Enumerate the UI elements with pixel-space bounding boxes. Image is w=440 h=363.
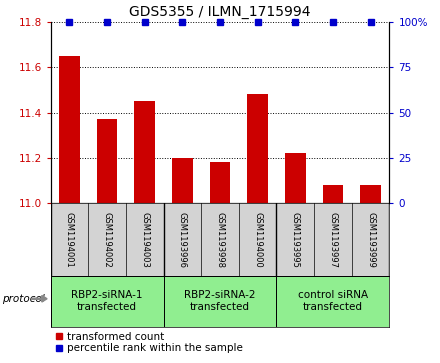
Text: RBP2-siRNA-2
transfected: RBP2-siRNA-2 transfected bbox=[184, 290, 256, 312]
Bar bbox=[360, 185, 381, 363]
Legend: transformed count, percentile rank within the sample: transformed count, percentile rank withi… bbox=[56, 332, 243, 354]
Bar bbox=[172, 158, 193, 363]
Bar bbox=[51, 276, 164, 327]
Bar bbox=[134, 101, 155, 363]
Text: GSM1193995: GSM1193995 bbox=[291, 212, 300, 268]
Text: GSM1193996: GSM1193996 bbox=[178, 212, 187, 268]
Bar bbox=[59, 56, 80, 363]
Text: GSM1194000: GSM1194000 bbox=[253, 212, 262, 268]
Text: GSM1193997: GSM1193997 bbox=[328, 212, 337, 268]
Text: GSM1193998: GSM1193998 bbox=[216, 212, 224, 268]
Bar bbox=[323, 185, 343, 363]
Bar bbox=[276, 276, 389, 327]
Bar bbox=[285, 153, 306, 363]
Bar bbox=[209, 163, 231, 363]
Text: GSM1194001: GSM1194001 bbox=[65, 212, 74, 268]
Text: GSM1194003: GSM1194003 bbox=[140, 212, 149, 268]
Bar bbox=[97, 119, 117, 363]
Text: GSM1193999: GSM1193999 bbox=[366, 212, 375, 268]
Bar bbox=[164, 276, 276, 327]
Bar bbox=[247, 94, 268, 363]
Text: RBP2-siRNA-1
transfected: RBP2-siRNA-1 transfected bbox=[71, 290, 143, 312]
Text: control siRNA
transfected: control siRNA transfected bbox=[298, 290, 368, 312]
Text: GSM1194002: GSM1194002 bbox=[103, 212, 112, 268]
Text: protocol: protocol bbox=[2, 294, 45, 304]
Title: GDS5355 / ILMN_1715994: GDS5355 / ILMN_1715994 bbox=[129, 5, 311, 19]
